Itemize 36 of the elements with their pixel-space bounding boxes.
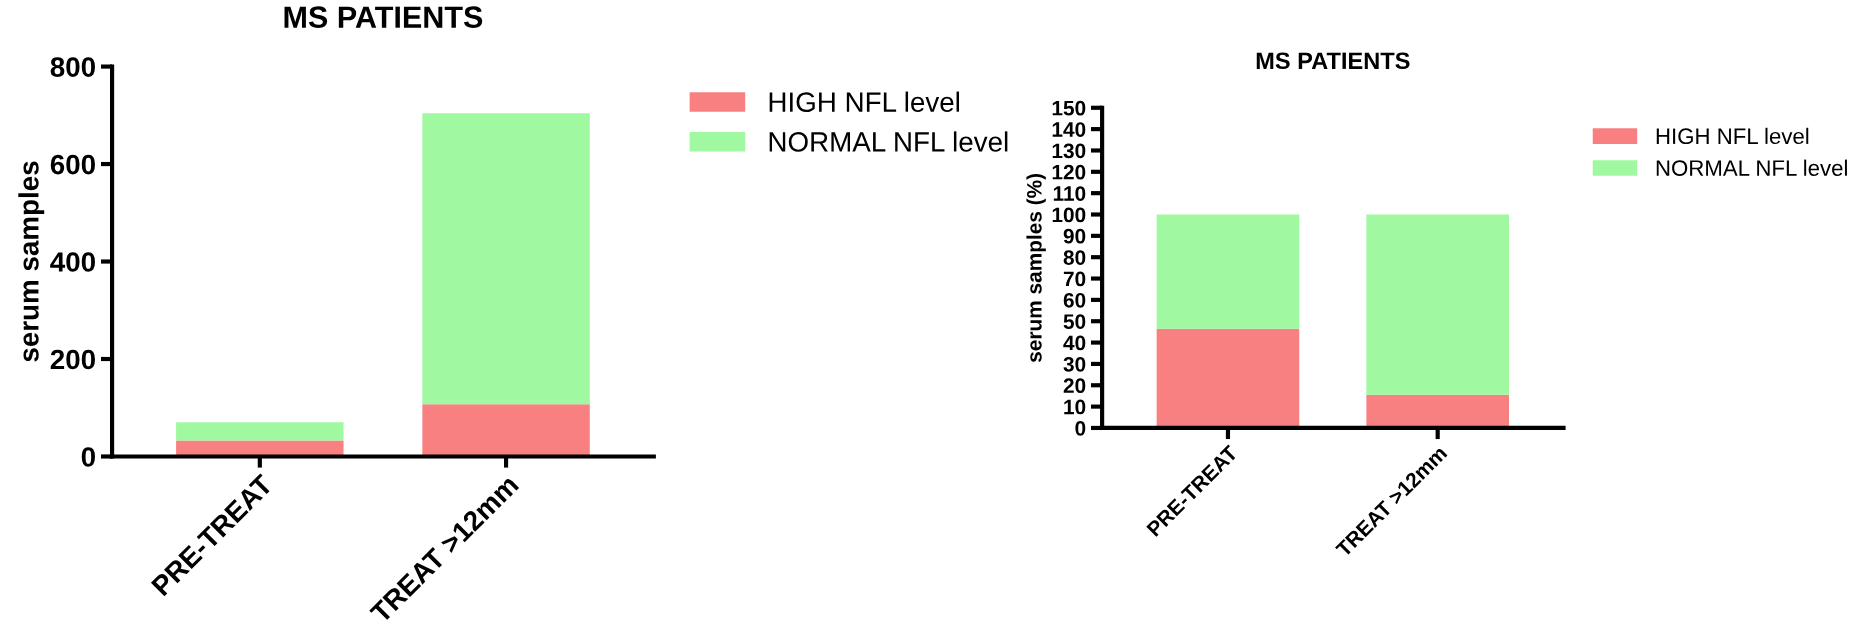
y-tick-label: 40 (1063, 335, 1086, 351)
y-tick-label: 30 (1063, 356, 1086, 372)
bar (1366, 394, 1509, 428)
y-tick-label: 0 (81, 447, 95, 467)
y-axis-title: serum samples (18, 161, 45, 362)
bar (1156, 214, 1300, 329)
y-tick-label: 130 (1052, 143, 1086, 159)
bar (176, 422, 344, 441)
y-tick-label: 50 (1063, 314, 1086, 329)
y-tick-label: 60 (1063, 292, 1086, 308)
bar (422, 404, 590, 457)
y-tick-label: 140 (1052, 122, 1086, 137)
y-tick-label: 800 (50, 57, 95, 77)
legend-label: NORMAL NFL level (769, 131, 1008, 152)
y-tick-label: 200 (50, 349, 95, 370)
y-tick-label: 10 (1064, 399, 1086, 415)
y-tick-label: 0 (1075, 420, 1086, 436)
y-tick-label: 20 (1063, 378, 1086, 394)
legend-label: HIGH NFL level (769, 91, 959, 112)
bar (1366, 214, 1509, 395)
y-tick-label: 400 (50, 252, 95, 272)
y-tick-label: 70 (1063, 271, 1086, 287)
bar (1156, 328, 1300, 428)
y-tick-label: 150 (1052, 100, 1086, 116)
legend-label: NORMAL NFL level (1656, 159, 1847, 176)
chart-title: MS PATIENTS (284, 6, 483, 28)
y-tick-label: 110 (1053, 186, 1086, 201)
y-tick-label: 100 (1052, 207, 1086, 223)
y-tick-label: 80 (1063, 250, 1086, 265)
y-tick-label: 600 (50, 154, 95, 175)
y-tick-label: 120 (1052, 164, 1086, 180)
chart-title: MS PATIENTS (1256, 52, 1410, 70)
y-tick-label: 90 (1063, 228, 1086, 244)
y-axis-title: serum samples (%) (1026, 173, 1046, 363)
bar (422, 113, 590, 405)
legend-label: HIGH NFL level (1656, 127, 1809, 145)
